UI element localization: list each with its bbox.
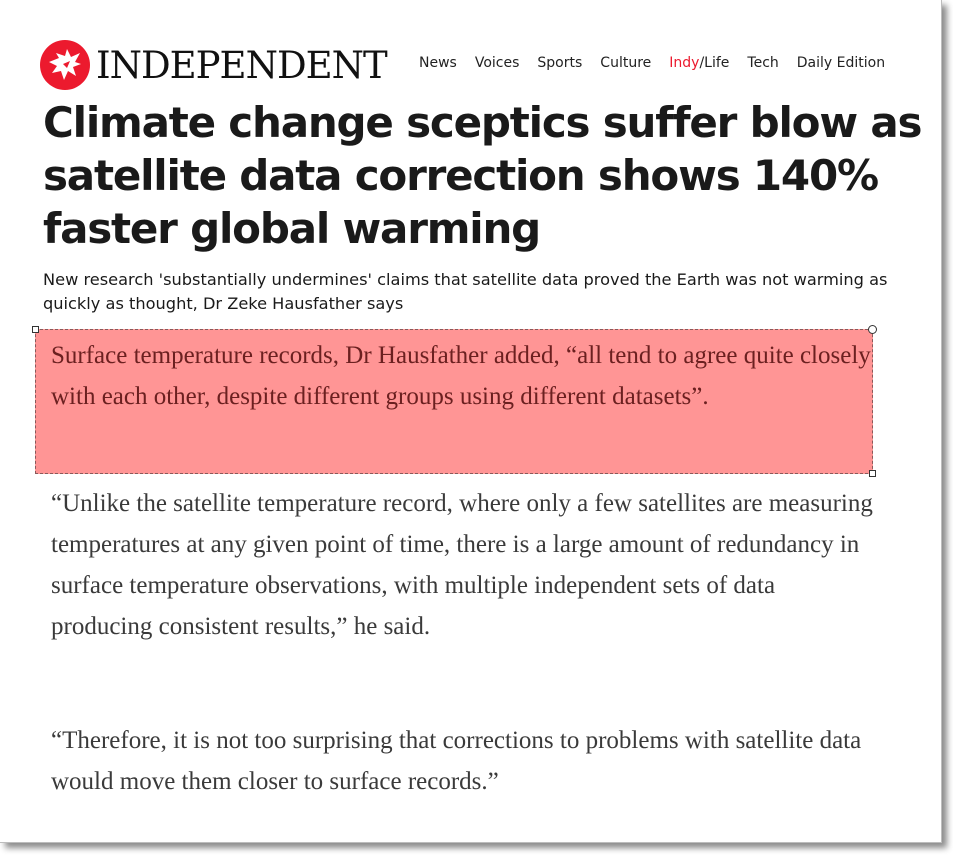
brand-wordmark[interactable]: INDEPENDENT <box>96 43 388 87</box>
nav-item-tech[interactable]: Tech <box>747 55 779 71</box>
selection-handle-top-left[interactable] <box>32 326 39 333</box>
screenshot-page: INDEPENDENT News Voices Sports Culture I… <box>0 0 942 843</box>
nav-item-voices[interactable]: Voices <box>474 55 520 71</box>
nav-item-daily-edition[interactable]: Daily Edition <box>796 55 886 71</box>
article-headline: Climate change sceptics suffer blow as s… <box>43 98 923 253</box>
nav-life-suffix: /Life <box>699 55 730 71</box>
article-paragraph: “Therefore, it is not too surprising tha… <box>51 727 862 795</box>
article-paragraph: “Unlike the satellite temperature record… <box>51 490 873 640</box>
selection-handle-bottom-right[interactable] <box>869 470 876 477</box>
nav-item-indy-life[interactable]: Indy/Life <box>669 55 729 71</box>
nav-indy-prefix: Indy <box>669 55 700 71</box>
article-standfirst: New research 'substantially undermines' … <box>43 270 888 313</box>
main-nav: News Voices Sports Culture Indy/Life Tec… <box>419 55 903 71</box>
eagle-icon[interactable] <box>40 40 90 90</box>
highlight-selection[interactable]: Surface temperature records, Dr Hausfath… <box>32 325 877 477</box>
selection-handle-top-right[interactable] <box>868 325 877 334</box>
nav-item-news[interactable]: News <box>419 55 457 71</box>
highlighted-paragraph: Surface temperature records, Dr Hausfath… <box>51 342 871 410</box>
masthead: INDEPENDENT <box>40 40 388 90</box>
nav-item-sports[interactable]: Sports <box>537 55 583 71</box>
eagle-icon-graphic <box>49 49 81 80</box>
nav-item-culture[interactable]: Culture <box>600 55 652 71</box>
